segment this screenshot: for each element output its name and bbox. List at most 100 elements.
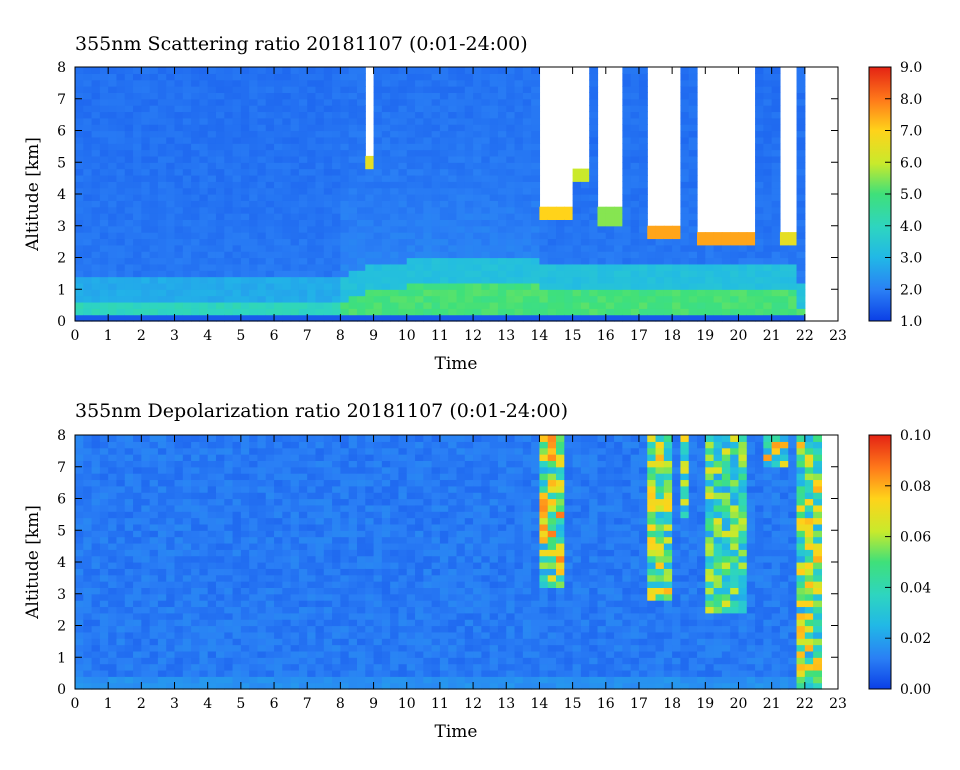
heatmap-cell (415, 669, 424, 677)
heatmap-cell (290, 225, 300, 233)
heatmap-cell (224, 238, 234, 246)
heatmap-cell (589, 314, 599, 322)
heatmap-cell (108, 251, 118, 259)
heatmap-cell (638, 155, 648, 163)
heatmap-cell (166, 581, 176, 588)
heatmap-cell (605, 308, 615, 316)
heatmap-cell (373, 657, 383, 665)
heatmap-cell (348, 181, 358, 189)
heatmap-cell (356, 225, 366, 233)
heatmap-cell (423, 181, 433, 189)
heatmap-cell (182, 105, 192, 113)
heatmap-cell (489, 124, 499, 132)
heatmap-cell (381, 542, 391, 550)
heatmap-cell (91, 485, 101, 493)
heatmap-cell (307, 282, 317, 290)
heatmap-cell (166, 155, 176, 163)
heatmap-cell (75, 219, 84, 227)
heatmap-cell (124, 555, 134, 563)
heatmap-cell (274, 301, 283, 309)
heatmap-cell (738, 263, 748, 271)
heatmap-cell (315, 124, 325, 132)
heatmap-cell (240, 460, 250, 468)
heatmap-cell (332, 555, 341, 563)
heatmap-cell (390, 263, 400, 271)
heatmap-cell (141, 257, 151, 265)
heatmap-cell (298, 581, 308, 588)
heatmap-cell (730, 251, 740, 259)
heatmap-cell (622, 232, 632, 240)
heatmap-cell (199, 441, 209, 449)
heatmap-cell (672, 251, 682, 259)
heatmap-cell (323, 466, 333, 474)
heatmap-cell (788, 238, 798, 246)
heatmap-cell (705, 276, 715, 284)
heatmap-cell (257, 232, 267, 240)
heatmap-cell (356, 155, 366, 163)
heatmap-cell (157, 194, 167, 201)
heatmap-cell (199, 289, 209, 297)
heatmap-cell (688, 225, 698, 233)
heatmap-cell (133, 181, 142, 189)
heatmap-cell (381, 168, 391, 176)
heatmap-cell (423, 244, 433, 252)
heatmap-cell (589, 73, 599, 81)
heatmap-cell (116, 447, 126, 455)
heatmap-cell (531, 251, 541, 259)
heatmap-cell (282, 650, 292, 658)
heatmap-cell (415, 638, 424, 646)
heatmap-cell (75, 257, 84, 265)
heatmap-cell (332, 194, 341, 201)
heatmap-cell (174, 257, 184, 265)
heatmap-cell (91, 244, 101, 252)
heatmap-cell (423, 460, 433, 468)
heatmap-cell (614, 263, 623, 271)
heatmap-cell (415, 504, 424, 512)
heatmap-cell (182, 631, 192, 639)
heatmap-cell (348, 638, 358, 646)
heatmap-cell (647, 251, 657, 259)
heatmap-cell (456, 625, 466, 633)
heatmap-cell (539, 301, 549, 309)
heatmap-cell (464, 308, 474, 316)
heatmap-cell (249, 213, 259, 220)
heatmap-cell (398, 492, 408, 500)
heatmap-cell (622, 301, 632, 309)
heatmap-cell (439, 511, 449, 519)
heatmap-cell (663, 308, 673, 316)
heatmap-cell (340, 644, 350, 652)
heatmap-cell (166, 492, 176, 500)
heatmap-cell (199, 581, 209, 588)
heatmap-cell (166, 504, 176, 512)
heatmap-cell (406, 276, 416, 284)
heatmap-cell (390, 574, 400, 582)
heatmap-cell (99, 162, 109, 170)
heatmap-cell (439, 124, 449, 132)
heatmap-cell (274, 130, 283, 138)
heatmap-cell (771, 155, 781, 163)
heatmap-cell (108, 67, 118, 74)
heatmap-cell (489, 168, 499, 176)
heatmap-cell (99, 581, 109, 588)
heatmap-cell (448, 98, 458, 106)
heatmap-cell (166, 117, 176, 125)
heatmap-cell (249, 574, 259, 582)
heatmap-cell (373, 447, 383, 455)
heatmap-cell (75, 314, 84, 322)
heatmap-cell (348, 562, 358, 569)
heatmap-cell (315, 181, 325, 189)
heatmap-cell (356, 130, 366, 138)
heatmap-cell (638, 117, 648, 125)
heatmap-cell (580, 244, 590, 252)
heatmap-cell (556, 232, 565, 240)
heatmap-cell (191, 308, 200, 316)
heatmap-cell (191, 162, 200, 170)
heatmap-cell (448, 276, 458, 284)
heatmap-cell (108, 460, 118, 468)
heatmap-cell (215, 130, 225, 138)
heatmap-cell (448, 105, 458, 113)
heatmap-cell (688, 282, 698, 290)
heatmap-cell (124, 276, 134, 284)
heatmap-cell (83, 479, 93, 487)
heatmap-cell (282, 663, 292, 671)
